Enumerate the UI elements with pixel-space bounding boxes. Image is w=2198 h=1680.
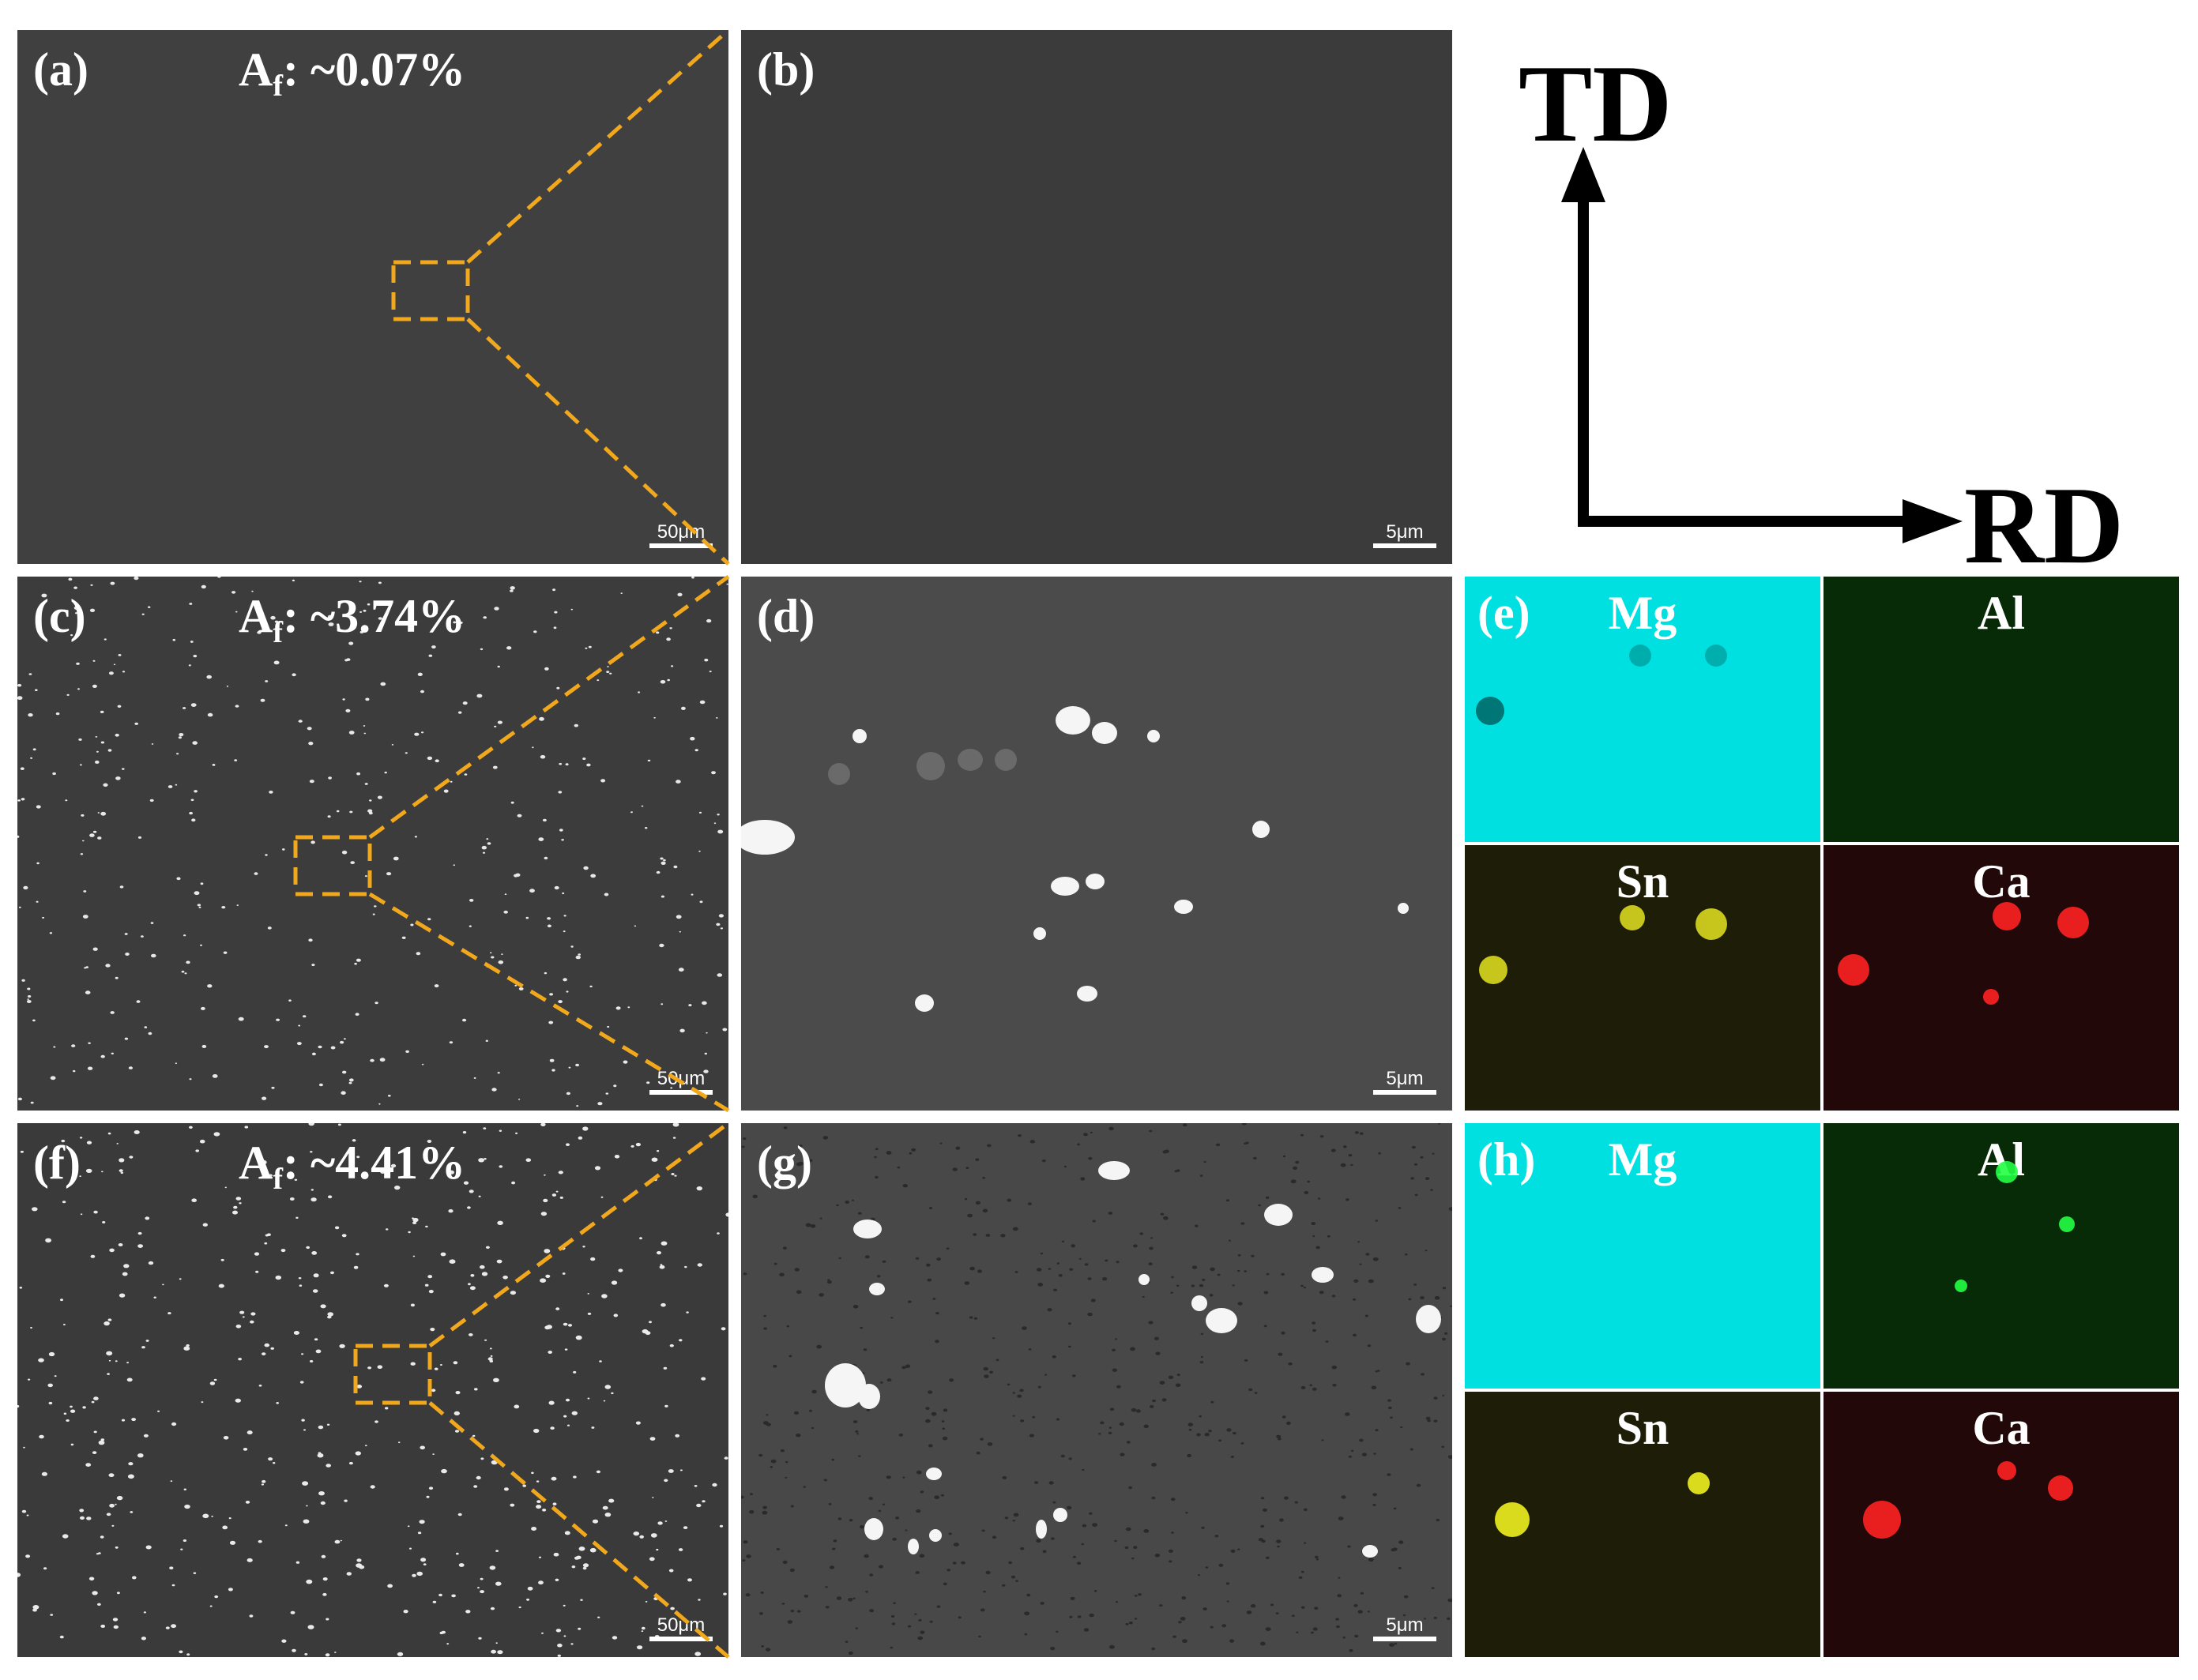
eds-label-ca: Ca [1972,855,2031,908]
sem-panel-c: (c) Af: ~3.74% 50μm [17,577,728,1111]
eds-label-sn-h: Sn [1616,1402,1669,1454]
sem-image-f [17,1123,728,1657]
td-rd-axes [1578,190,1904,527]
panel-label-c: (c) [33,590,86,642]
sem-image-d [741,577,1452,1111]
eds-label-al: Al [1978,587,2025,639]
sem-image-g [741,1123,1452,1657]
sem-panel-d: (d) 5μm [741,577,1452,1111]
rd-arrow-head-icon [1903,499,1963,543]
panel-label-h: (h) [1477,1133,1536,1186]
eds-map-e-sn: Sn [1465,845,1820,1111]
axis-label-td: TD [1519,43,1673,165]
eds-map-h-ca: Ca [1824,1392,2179,1657]
eds-map-h-al: Al [1824,1123,2179,1389]
sem-image-c [17,577,728,1111]
eds-map-h-sn: Sn [1465,1392,1820,1657]
eds-map-e-al: Al [1824,577,2179,842]
scale-bar-a: 50μm [649,523,713,548]
sem-image-b [741,30,1452,564]
eds-map-e-ca: Ca [1824,845,2179,1111]
sem-panel-a: (a) Af: ~0.07% 50μm [17,30,728,564]
scale-bar-d: 5μm [1373,1069,1436,1095]
scale-bar-c: 50μm [649,1069,713,1095]
eds-label-sn: Sn [1616,855,1669,908]
panel-label-g: (g) [757,1137,812,1189]
eds-map-e-mg: (e) Mg [1465,577,1820,842]
eds-label-mg: Mg [1608,587,1677,639]
axis-label-rd: RD [1964,464,2125,587]
scale-bar-f: 50μm [649,1616,713,1641]
sem-panel-f: (f) Af: ~4.41% 50μm [17,1123,728,1657]
panel-label-b: (b) [757,43,815,96]
area-fraction-f: Af: ~4.41% [239,1137,466,1196]
eds-label-mg-h: Mg [1608,1133,1677,1186]
panel-label-a: (a) [33,43,88,96]
area-fraction-a: Af: ~0.07% [239,43,466,103]
eds-label-ca-h: Ca [1972,1402,2031,1454]
area-fraction-c: Af: ~3.74% [239,590,466,649]
sem-panel-b: (b) 5μm [741,30,1452,564]
sem-image-a [17,30,728,564]
panel-label-d: (d) [757,590,815,642]
eds-map-h-mg: (h) Mg [1465,1123,1820,1389]
scale-bar-b: 5μm [1373,523,1436,548]
panel-label-f: (f) [33,1137,81,1189]
sem-panel-g: (g) 5μm [741,1123,1452,1657]
scale-bar-g: 5μm [1373,1616,1436,1641]
eds-label-al-h: Al [1978,1133,2025,1186]
panel-label-e: (e) [1477,587,1530,639]
